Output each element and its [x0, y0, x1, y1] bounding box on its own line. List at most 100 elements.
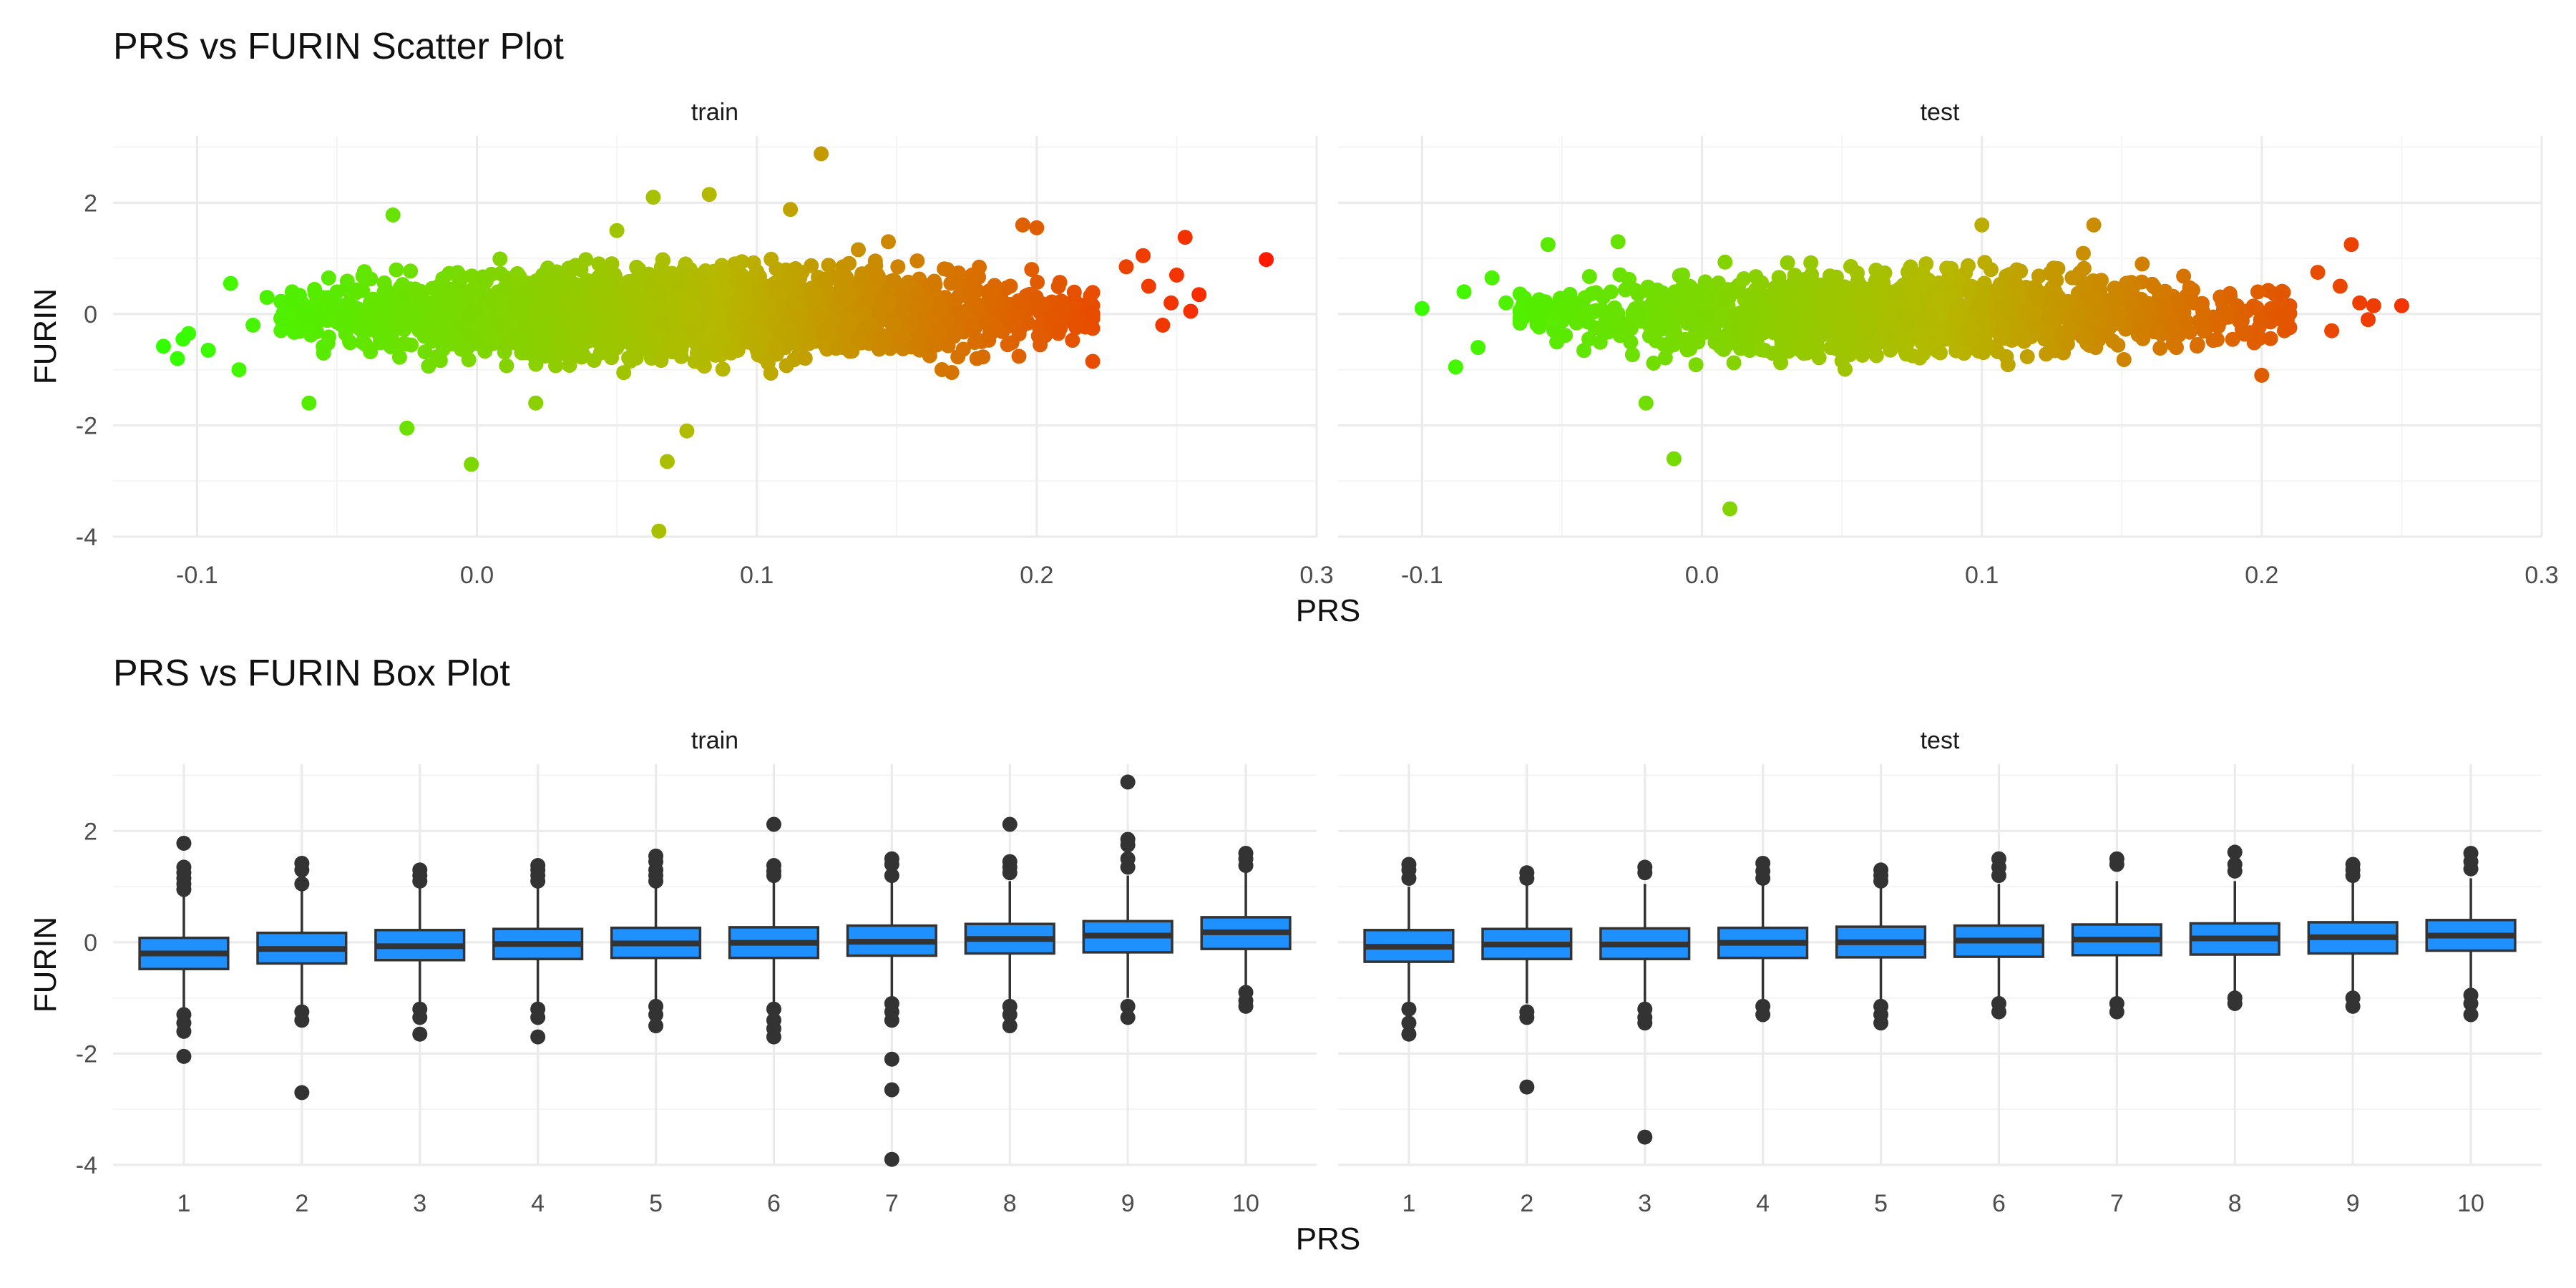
- data-point: [1689, 283, 1705, 299]
- y-tick-label: 2: [84, 190, 97, 217]
- box-6: [728, 816, 820, 1045]
- data-point: [1687, 313, 1702, 329]
- data-point: [2062, 319, 2078, 335]
- data-point: [1888, 318, 1903, 334]
- data-point: [2044, 339, 2060, 355]
- data-point: [632, 266, 648, 282]
- data-point: [927, 277, 943, 293]
- outlier-point: [884, 1082, 899, 1098]
- x-tick-label: 5: [649, 1190, 663, 1217]
- data-point: [1799, 286, 1814, 302]
- outlier-point: [176, 1023, 192, 1039]
- outlier-point: [1120, 998, 1136, 1014]
- x-tick-label: 9: [1121, 1190, 1135, 1217]
- data-point: [2019, 348, 2035, 364]
- data-point: [836, 321, 852, 337]
- data-point: [548, 290, 563, 305]
- data-point: [653, 313, 668, 329]
- data-point: [652, 287, 668, 303]
- data-point: [1498, 295, 1514, 311]
- point-cloud: [273, 242, 1101, 381]
- data-point: [1948, 311, 1963, 326]
- data-point: [2076, 260, 2092, 276]
- data-point: [587, 276, 603, 292]
- outlier-point: [884, 857, 899, 872]
- data-point: [1873, 334, 1888, 350]
- data-point: [556, 274, 572, 290]
- data-point: [1721, 336, 1737, 351]
- data-point: [932, 323, 947, 339]
- outlier-point: [1519, 870, 1535, 886]
- data-point: [1646, 356, 1662, 371]
- data-point: [1141, 278, 1156, 294]
- x-tick-label: 10: [2457, 1190, 2484, 1217]
- data-point: [336, 306, 352, 322]
- data-point: [1030, 328, 1046, 343]
- data-point: [553, 346, 569, 361]
- data-point: [726, 312, 741, 328]
- facet-strip-label: test: [1921, 727, 1960, 754]
- data-point: [1045, 309, 1061, 325]
- data-point: [2110, 337, 2126, 353]
- box-7: [846, 851, 937, 1167]
- data-point: [562, 316, 577, 331]
- data-point: [408, 294, 424, 310]
- data-point: [1787, 268, 1802, 283]
- chart-title: PRS vs FURIN Scatter Plot: [113, 26, 564, 67]
- facet-strip-label: test: [1921, 99, 1960, 126]
- data-point: [760, 355, 776, 371]
- data-point: [586, 353, 602, 369]
- data-point: [597, 339, 613, 355]
- scatter-panel-train: train -0.1 0.0 0.1 0.2 0.3 -4 -2 0 2: [76, 99, 1334, 589]
- data-point: [506, 333, 522, 349]
- data-point: [965, 267, 980, 283]
- data-point: [454, 270, 470, 286]
- data-point: [2099, 328, 2115, 343]
- data-point: [1984, 294, 2000, 310]
- data-point: [957, 304, 972, 320]
- data-point: [794, 305, 809, 321]
- data-point: [1815, 319, 1830, 335]
- data-point: [759, 298, 775, 314]
- box-7: [2071, 851, 2162, 1020]
- facet-strip-label: train: [691, 99, 738, 126]
- data-point: [2253, 312, 2268, 328]
- data-point: [435, 270, 451, 286]
- data-point: [1822, 268, 1838, 284]
- data-point: [181, 326, 197, 341]
- data-point: [604, 256, 620, 272]
- data-point: [461, 288, 477, 303]
- data-point: [616, 365, 632, 381]
- data-point: [1850, 265, 1865, 281]
- data-point: [886, 273, 902, 288]
- outlier-point: [1401, 1026, 1417, 1042]
- data-point: [200, 342, 216, 358]
- data-point: [1964, 333, 1980, 348]
- data-point: [1639, 283, 1655, 298]
- box-5: [1835, 862, 1927, 1031]
- data-point: [839, 270, 854, 285]
- data-point: [1470, 340, 1486, 356]
- data-point: [2361, 312, 2376, 328]
- data-point: [867, 253, 883, 269]
- data-point: [711, 306, 726, 321]
- data-point: [259, 290, 275, 306]
- box-4: [492, 858, 584, 1045]
- outlier-point: [176, 1048, 192, 1064]
- data-point: [772, 324, 788, 340]
- data-point: [363, 344, 379, 360]
- data-point: [302, 321, 318, 336]
- box-9: [1082, 774, 1174, 1025]
- data-point: [1835, 312, 1851, 328]
- data-point: [911, 334, 927, 349]
- data-point: [301, 395, 317, 411]
- data-point: [2176, 268, 2192, 284]
- data-point: [999, 280, 1015, 296]
- data-point: [573, 328, 589, 343]
- data-point: [403, 263, 419, 279]
- data-point: [1963, 284, 1979, 300]
- data-point: [1828, 293, 1843, 308]
- outlier-point: [1401, 870, 1417, 886]
- outlier-point: [412, 1026, 428, 1042]
- outlier-point: [1991, 868, 2006, 884]
